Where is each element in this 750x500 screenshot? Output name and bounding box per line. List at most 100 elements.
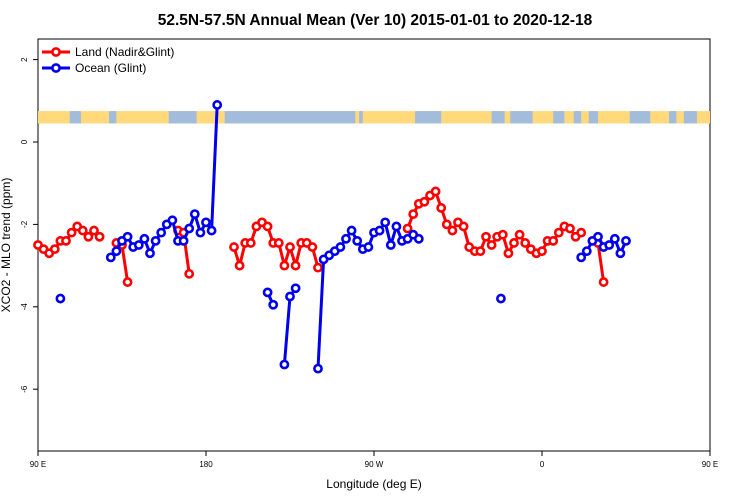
data-point bbox=[195, 227, 206, 238]
legend-label: Land (Nadir&Glint) bbox=[75, 45, 174, 59]
data-point bbox=[335, 242, 346, 252]
data-point bbox=[290, 260, 301, 271]
legend: Land (Nadir&Glint) Ocean (Glint) bbox=[42, 45, 174, 75]
data-point bbox=[363, 242, 374, 252]
data-point bbox=[481, 231, 491, 242]
mask-ocean-segment bbox=[683, 111, 697, 124]
data-point bbox=[419, 196, 430, 207]
data-point bbox=[285, 242, 295, 252]
y-tick-label: -4 bbox=[20, 303, 29, 311]
data-point bbox=[565, 223, 575, 234]
data-point bbox=[133, 240, 144, 250]
x-tick-label: 90 E bbox=[30, 460, 46, 469]
series-layer bbox=[33, 100, 631, 374]
legend-label: Ocean (Glint) bbox=[75, 61, 146, 75]
data-point bbox=[89, 225, 99, 236]
data-point bbox=[285, 291, 295, 302]
data-point bbox=[245, 238, 256, 248]
data-point bbox=[313, 262, 323, 273]
data-point bbox=[514, 229, 525, 240]
data-point bbox=[503, 248, 514, 259]
y-tick-label: -2 bbox=[20, 220, 29, 228]
mask-ocean-segment bbox=[224, 111, 356, 124]
x-tick-label: 90 W bbox=[365, 460, 384, 469]
mask-ocean-segment bbox=[588, 111, 598, 124]
mask-ocean-segment bbox=[359, 111, 363, 124]
data-point bbox=[184, 268, 195, 279]
data-point bbox=[537, 246, 547, 257]
mask-ocean-segment bbox=[491, 111, 505, 124]
data-point bbox=[496, 293, 506, 304]
data-point bbox=[279, 359, 290, 370]
data-point bbox=[122, 277, 133, 287]
data-point bbox=[520, 238, 531, 248]
data-point bbox=[408, 209, 419, 219]
data-point bbox=[206, 225, 217, 236]
data-point bbox=[341, 233, 351, 244]
data-point bbox=[150, 235, 161, 246]
data-point bbox=[145, 248, 155, 259]
data-point bbox=[178, 235, 189, 246]
y-tick-label: -6 bbox=[20, 385, 29, 393]
data-point bbox=[615, 248, 626, 259]
data-point bbox=[307, 242, 318, 252]
data-point bbox=[229, 242, 239, 252]
mask-ocean-segment bbox=[415, 111, 442, 124]
land-ocean-mask-strip bbox=[38, 111, 710, 124]
legend-marker bbox=[51, 63, 61, 73]
data-point bbox=[313, 363, 323, 374]
data-point bbox=[262, 221, 273, 232]
mask-land bbox=[38, 111, 710, 124]
data-point bbox=[105, 252, 116, 263]
data-point bbox=[234, 260, 245, 271]
mask-ocean-segment bbox=[668, 111, 677, 124]
data-point bbox=[55, 293, 66, 304]
x-tick-label: 90 E bbox=[702, 460, 718, 469]
x-tick-label: 180 bbox=[199, 460, 213, 469]
y-axis: -6 -4 -2 0 2 bbox=[20, 57, 38, 393]
data-point bbox=[61, 235, 71, 246]
data-point bbox=[598, 277, 609, 287]
data-point bbox=[430, 186, 441, 197]
data-point bbox=[576, 227, 587, 238]
mask-ocean-segment bbox=[108, 111, 117, 124]
data-point bbox=[509, 238, 519, 248]
data-point bbox=[593, 231, 603, 242]
data-point bbox=[458, 221, 469, 232]
data-point bbox=[262, 287, 273, 298]
data-point bbox=[621, 235, 631, 246]
data-point bbox=[553, 227, 564, 238]
data-point bbox=[447, 225, 458, 236]
data-point bbox=[167, 215, 178, 226]
x-tick-label: 0 bbox=[540, 460, 545, 469]
data-point bbox=[94, 231, 105, 242]
mask-ocean-segment bbox=[573, 111, 582, 124]
y-tick-label: 2 bbox=[20, 57, 29, 62]
mask-ocean-segment bbox=[553, 111, 565, 124]
y-tick-label: 0 bbox=[20, 139, 29, 144]
data-point bbox=[273, 238, 284, 248]
y-axis-title: XCO2 - MLO trend (ppm) bbox=[0, 178, 13, 313]
mask-ocean-segment bbox=[510, 111, 533, 124]
data-point bbox=[441, 219, 452, 230]
data-point bbox=[77, 225, 88, 236]
data-point bbox=[413, 233, 424, 244]
data-point bbox=[352, 235, 363, 246]
data-point bbox=[189, 209, 200, 219]
mask-ocean-segment bbox=[168, 111, 197, 124]
data-point bbox=[576, 252, 587, 263]
data-point bbox=[581, 246, 592, 257]
data-point bbox=[66, 227, 77, 238]
data-point bbox=[83, 231, 94, 242]
data-point bbox=[346, 225, 357, 236]
legend-marker bbox=[51, 47, 61, 57]
data-point bbox=[184, 223, 195, 234]
data-point bbox=[290, 283, 301, 294]
data-point bbox=[374, 225, 385, 236]
data-point bbox=[486, 240, 497, 250]
data-point bbox=[139, 233, 150, 244]
mask-ocean-segment bbox=[69, 111, 81, 124]
series-line bbox=[596, 242, 606, 283]
data-point bbox=[122, 231, 133, 242]
